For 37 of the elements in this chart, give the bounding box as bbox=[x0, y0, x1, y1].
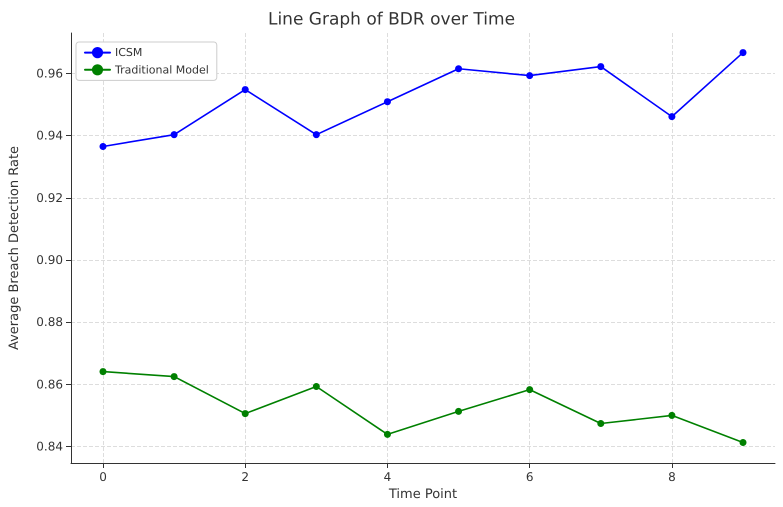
chart-title: Line Graph of BDR over Time bbox=[268, 10, 516, 30]
point bbox=[100, 368, 106, 376]
point bbox=[597, 63, 604, 70]
y-tick-label: 0.86 bbox=[36, 377, 63, 392]
point bbox=[526, 72, 534, 80]
x-tick-label: 6 bbox=[526, 470, 534, 484]
point bbox=[170, 373, 178, 380]
point bbox=[668, 113, 676, 120]
x-tick-label: 2 bbox=[241, 470, 250, 484]
point bbox=[242, 410, 249, 418]
x-axis-title: Time Point bbox=[388, 486, 458, 502]
point bbox=[100, 142, 106, 150]
point bbox=[526, 386, 534, 394]
point bbox=[384, 98, 391, 106]
point bbox=[597, 420, 604, 428]
y-tick-label: 0.94 bbox=[36, 128, 63, 143]
point bbox=[740, 49, 746, 56]
y-axis-title: Average Breach Detection Rate bbox=[7, 146, 22, 350]
point bbox=[384, 430, 391, 438]
legend-label: ICSM bbox=[115, 46, 142, 60]
point bbox=[455, 65, 462, 72]
y-tick-label: 0.84 bbox=[36, 440, 63, 454]
x-tick-label: 0 bbox=[99, 470, 107, 484]
y-tick-label: 0.96 bbox=[36, 66, 63, 80]
point bbox=[242, 86, 249, 94]
point bbox=[668, 412, 676, 419]
point bbox=[170, 131, 178, 138]
y-tick-label: 0.92 bbox=[36, 190, 63, 205]
y-tick-label: 0.90 bbox=[36, 252, 63, 267]
point bbox=[312, 383, 320, 390]
x-tick-label: 8 bbox=[668, 470, 676, 484]
legend-label: Traditional Model bbox=[114, 63, 209, 76]
x-tick-label: 4 bbox=[384, 470, 392, 484]
point bbox=[455, 408, 462, 415]
point bbox=[312, 131, 320, 138]
y-tick-label: 0.88 bbox=[36, 315, 63, 330]
point bbox=[740, 438, 746, 446]
